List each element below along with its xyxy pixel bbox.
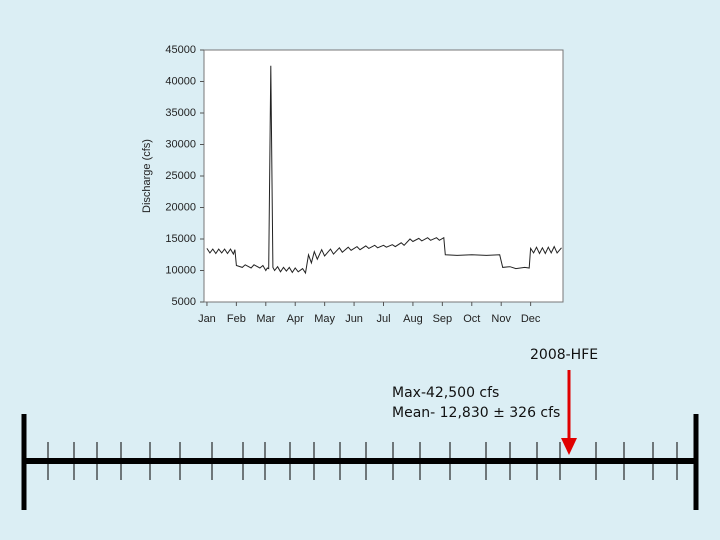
x-tick-label: Nov (491, 313, 511, 325)
x-tick-label: Apr (287, 313, 304, 325)
y-tick-label: 40000 (165, 75, 196, 87)
arrow-head (561, 438, 577, 455)
x-tick-label: Jan (198, 313, 216, 325)
data-line (206, 65, 562, 275)
x-tick-label: Sep (433, 313, 453, 325)
y-tick-label: 10000 (165, 264, 196, 276)
y-tick-label: 20000 (165, 201, 196, 213)
y-tick-label: 30000 (165, 138, 196, 150)
x-tick-label: Jul (376, 313, 390, 325)
timeline-ticks (47, 442, 678, 480)
x-tick-label: Aug (403, 313, 423, 325)
y-tick-label: 5000 (172, 296, 196, 308)
plot-area (203, 49, 564, 303)
x-tick-label: Dec (521, 313, 541, 325)
max-label: Max-42,500 cfs (392, 385, 499, 401)
x-tick-label: Oct (463, 313, 480, 325)
timeline (21, 370, 699, 510)
y-tick-label: 45000 (165, 44, 196, 56)
y-tick-label: 25000 (165, 170, 196, 182)
x-tick-label: Jun (345, 313, 363, 325)
x-tick-label: Mar (256, 313, 275, 325)
y-tick-label: 15000 (165, 233, 196, 245)
y-axis-label: Discharge (cfs) (141, 139, 153, 213)
x-tick-label: May (314, 313, 335, 325)
event-label: 2008-HFE (530, 347, 598, 363)
mean-label: Mean- 12,830 ± 326 cfs (392, 405, 560, 421)
y-tick-label: 35000 (165, 107, 196, 119)
x-tick-label: Feb (227, 313, 246, 325)
